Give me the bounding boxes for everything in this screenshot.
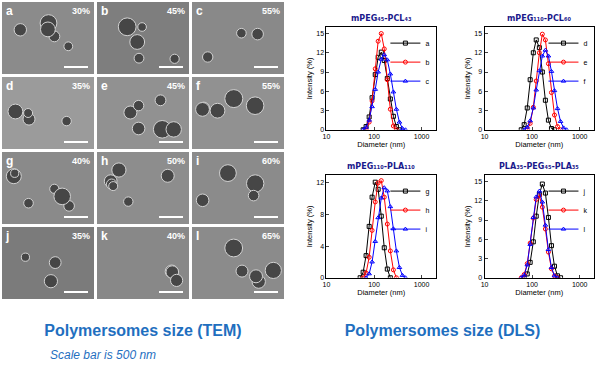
svg-text:Diameter (nm): Diameter (nm) (515, 140, 563, 149)
svg-text:12: 12 (316, 179, 324, 186)
svg-text:10: 10 (481, 133, 489, 140)
svg-text:d: d (6, 79, 13, 93)
svg-text:10: 10 (481, 281, 489, 288)
svg-text:6: 6 (320, 88, 324, 95)
html-text:Polymersomes size (DLS): Polymersomes size (DLS) (344, 322, 541, 339)
svg-text:k: k (583, 207, 587, 214)
svg-text:15: 15 (316, 30, 324, 37)
html-text:Scale bar is 500 nm: Scale bar is 500 nm (50, 348, 157, 362)
svg-text:j: j (582, 188, 585, 196)
svg-text:12: 12 (474, 197, 482, 204)
svg-text:g: g (6, 154, 13, 168)
svg-text:40%: 40% (72, 156, 90, 166)
svg-text:Diameter (nm): Diameter (nm) (357, 288, 405, 297)
svg-text:15: 15 (474, 178, 482, 185)
svg-text:Intensity (%): Intensity (%) (305, 205, 314, 247)
svg-text:a: a (425, 40, 429, 47)
svg-text:j: j (5, 229, 9, 243)
svg-text:0: 0 (478, 126, 482, 133)
svg-text:1000: 1000 (572, 133, 588, 140)
svg-text:a: a (6, 4, 13, 18)
svg-text:l: l (196, 229, 199, 243)
svg-text:35%: 35% (72, 81, 90, 91)
svg-text:35%: 35% (72, 231, 90, 241)
svg-text:1000: 1000 (414, 281, 430, 288)
svg-text:Intensity (%): Intensity (%) (463, 57, 472, 99)
svg-text:45%: 45% (167, 81, 185, 91)
svg-text:9: 9 (478, 68, 482, 75)
svg-text:100: 100 (526, 281, 538, 288)
svg-text:g: g (425, 188, 429, 196)
svg-text:l: l (583, 226, 585, 233)
svg-text:100: 100 (526, 133, 538, 140)
svg-text:h: h (101, 154, 108, 168)
svg-text:mPEG₁₁₀-PCL₆₀: mPEG₁₁₀-PCL₆₀ (507, 14, 571, 23)
svg-text:3: 3 (478, 255, 482, 262)
svg-text:Intensity (%): Intensity (%) (463, 205, 472, 247)
svg-text:50%: 50% (167, 156, 185, 166)
svg-text:4: 4 (320, 243, 324, 250)
svg-text:f: f (196, 79, 201, 93)
svg-text:0: 0 (478, 274, 482, 281)
svg-text:100: 100 (368, 281, 380, 288)
svg-text:55%: 55% (262, 81, 280, 91)
svg-text:mPEG₄₅-PCL₄₃: mPEG₄₅-PCL₄₃ (351, 14, 412, 23)
svg-text:PLA₃₅-PEG₄₅-PLA₃₅: PLA₃₅-PEG₄₅-PLA₃₅ (499, 162, 579, 171)
svg-text:3: 3 (320, 107, 324, 114)
svg-text:f: f (583, 78, 585, 85)
svg-text:8: 8 (320, 211, 324, 218)
svg-text:b: b (101, 4, 108, 18)
svg-text:i: i (425, 226, 427, 233)
svg-text:mPEG₁₁₀-PLA₁₁₀: mPEG₁₁₀-PLA₁₁₀ (347, 162, 415, 171)
svg-text:i: i (196, 154, 199, 168)
svg-text:1000: 1000 (414, 133, 430, 140)
svg-text:15: 15 (474, 30, 482, 37)
svg-text:h: h (425, 207, 429, 214)
svg-text:40%: 40% (167, 231, 185, 241)
svg-text:e: e (101, 79, 108, 93)
svg-text:6: 6 (478, 236, 482, 243)
svg-text:55%: 55% (262, 6, 280, 16)
svg-text:e: e (583, 59, 587, 66)
svg-text:3: 3 (478, 107, 482, 114)
svg-text:0: 0 (320, 274, 324, 281)
html-text:Polymersomes size (TEM): Polymersomes size (TEM) (44, 322, 242, 339)
svg-text:k: k (101, 229, 108, 243)
svg-text:b: b (425, 59, 429, 66)
svg-text:6: 6 (478, 88, 482, 95)
svg-text:12: 12 (316, 49, 324, 56)
svg-text:Diameter (nm): Diameter (nm) (357, 140, 405, 149)
svg-text:45%: 45% (167, 6, 185, 16)
svg-text:10: 10 (323, 281, 331, 288)
svg-text:Diameter (nm): Diameter (nm) (515, 288, 563, 297)
svg-text:65%: 65% (262, 231, 280, 241)
svg-text:0: 0 (320, 126, 324, 133)
svg-text:1000: 1000 (572, 281, 588, 288)
svg-text:12: 12 (474, 49, 482, 56)
svg-text:30%: 30% (72, 6, 90, 16)
svg-text:9: 9 (478, 216, 482, 223)
svg-text:60%: 60% (262, 156, 280, 166)
svg-text:10: 10 (323, 133, 331, 140)
svg-text:Intensity (%): Intensity (%) (305, 57, 314, 99)
svg-text:c: c (196, 4, 203, 18)
svg-text:100: 100 (368, 133, 380, 140)
svg-text:d: d (583, 40, 587, 47)
svg-text:9: 9 (320, 68, 324, 75)
svg-text:c: c (425, 78, 429, 85)
